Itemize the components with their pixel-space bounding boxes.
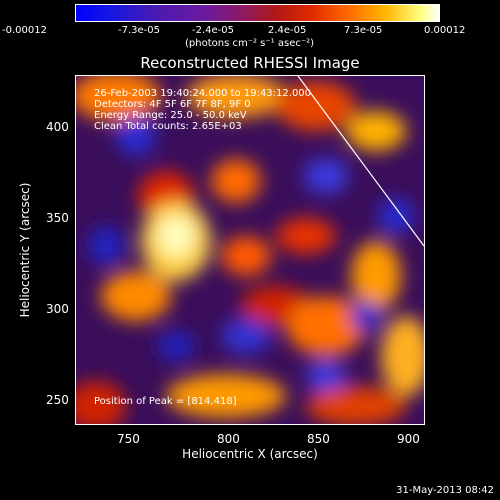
colorbar — [75, 4, 440, 22]
info-energy: Energy Range: 25.0 - 50.0 keV — [94, 110, 247, 121]
x-tick: 750 — [117, 432, 140, 446]
info-clean: Clean Total counts: 2.65E+03 — [94, 121, 242, 132]
limb-line — [297, 76, 424, 247]
y-tick: 300 — [46, 302, 69, 316]
rhessi-image-plot: 26-Feb-2003 19:40:24.000 to 19:43:12.000… — [75, 75, 425, 425]
colorbar-tick: 7.3e-05 — [344, 25, 383, 36]
y-tick: 250 — [46, 393, 69, 407]
x-tick: 850 — [307, 432, 330, 446]
y-tick: 400 — [46, 120, 69, 134]
x-tick: 800 — [217, 432, 240, 446]
y-axis-label: Heliocentric Y (arcsec) — [18, 182, 32, 318]
info-detectors: Detectors: 4F 5F 6F 7F 8F, 9F 0 — [94, 99, 251, 110]
colorbar-tick: 0.00012 — [424, 25, 466, 36]
colorbar-tick: -0.00012 — [2, 25, 47, 36]
colorbar-units: (photons cm⁻² s⁻¹ asec⁻²) — [185, 38, 315, 49]
image-title: Reconstructed RHESSI Image — [140, 54, 360, 72]
x-tick: 900 — [397, 432, 420, 446]
timestamp: 31-May-2013 08:42 — [396, 485, 494, 496]
colorbar-tick: -2.4e-05 — [192, 25, 234, 36]
colorbar-tick: 2.4e-05 — [268, 25, 307, 36]
peak-position: Position of Peak = [814,418] — [94, 396, 237, 407]
image-canvas — [76, 76, 424, 424]
y-tick: 350 — [46, 211, 69, 225]
info-time: 26-Feb-2003 19:40:24.000 to 19:43:12.000 — [94, 88, 312, 99]
colorbar-tick: -7.3e-05 — [118, 25, 160, 36]
x-axis-label: Heliocentric X (arcsec) — [182, 447, 318, 461]
